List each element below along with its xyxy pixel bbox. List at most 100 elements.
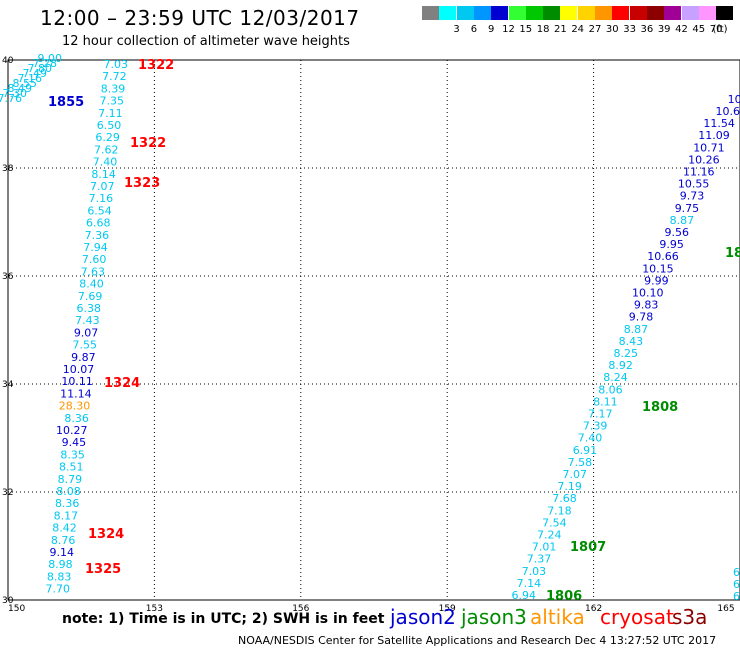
wave-height-value: 6.91 — [573, 444, 598, 457]
wave-height-value: 10.55 — [678, 178, 710, 191]
wave-height-value: 8.35 — [60, 448, 85, 461]
lon-tick-label: 153 — [146, 604, 163, 614]
lon-tick-label: 165 — [717, 604, 734, 614]
lon-tick-label: 159 — [439, 604, 456, 614]
wave-height-value: 9.78 — [629, 311, 654, 324]
wave-height-value: 7.11 — [98, 107, 123, 120]
wave-height-value: 7.68 — [552, 492, 577, 505]
wave-height-value: 7.62 — [94, 143, 119, 156]
color-swatch — [508, 6, 526, 20]
wave-height-value: 7.01 — [532, 541, 557, 554]
color-swatch — [698, 6, 716, 20]
wave-height-value: 8.08 — [56, 485, 81, 498]
color-swatch — [577, 6, 595, 20]
wave-height-value: 6.38 — [77, 302, 102, 315]
wave-height-value: 7.43 — [75, 314, 100, 327]
wave-height-value: 10. — [728, 93, 740, 106]
obs-time-label: 1806 — [546, 589, 582, 604]
color-scale-label: 12 — [502, 24, 515, 35]
wave-height-value: 7.76 — [0, 92, 22, 105]
wave-height-value: 10.15 — [642, 262, 674, 275]
wave-height-value: 8.17 — [54, 509, 79, 522]
obs-time-label: 1324 — [88, 527, 124, 542]
color-swatch — [629, 6, 647, 20]
map-frame — [7, 59, 740, 601]
wave-height-value: 8.49 — [8, 82, 33, 95]
wave-height-value: 6.68 — [86, 217, 111, 230]
wave-height-value: 7.28 — [33, 57, 58, 70]
wave-height-value: 11.14 — [60, 387, 92, 400]
wave-height-value: 11.16 — [683, 166, 715, 179]
color-swatch — [525, 6, 543, 20]
wave-height-value: 6.54 — [87, 204, 112, 217]
wave-height-value: 6.29 — [95, 131, 120, 144]
color-scale-unit: (ft) — [712, 24, 728, 35]
wave-height-value: 6 — [733, 578, 740, 591]
wave-height-value: 8.55 — [13, 77, 38, 90]
wave-height-value: 7.07 — [563, 468, 588, 481]
wave-height-value: 8.39 — [101, 82, 126, 95]
wave-height-value: 8.25 — [614, 347, 639, 360]
wave-height-value: 10.10 — [632, 287, 664, 300]
wave-height-value: 8.36 — [64, 412, 89, 425]
wave-height-value: 7.49 — [23, 67, 48, 80]
wave-height-value: 28.30 — [59, 400, 91, 413]
obs-time-label: 1807 — [570, 540, 606, 555]
wave-height-value: 7.18 — [547, 504, 572, 517]
color-swatch — [439, 6, 457, 20]
wave-height-value: 6 — [733, 590, 740, 603]
wave-height-value: 8.83 — [47, 570, 72, 583]
satellite-legend-s3a: s3a — [672, 605, 708, 629]
wave-height-value: 10.11 — [61, 375, 93, 388]
color-scale-label: 36 — [640, 24, 654, 35]
wave-height-value: 8.06 — [598, 383, 623, 396]
wave-height-value: 8.76 — [51, 534, 76, 547]
wave-height-value: 8.92 — [608, 359, 633, 372]
color-scale-label: 45 — [692, 24, 706, 35]
wave-height-value: 7.03 — [522, 565, 547, 578]
color-swatch — [473, 6, 491, 20]
wave-height-value: 8.43 — [619, 335, 644, 348]
color-scale-label: 9 — [488, 24, 495, 35]
wave-height-value: 9.87 — [71, 351, 96, 364]
wave-height-value: 6.50 — [97, 119, 122, 132]
wave-height-value: 9.45 — [62, 436, 87, 449]
color-scale-label: 39 — [657, 24, 671, 35]
color-swatch — [543, 6, 561, 20]
wave-height-value: 7.69 — [78, 290, 103, 303]
credit-line: NOAA/NESDIS Center for Satellite Applica… — [238, 634, 717, 647]
color-swatch — [422, 6, 439, 20]
color-swatch — [456, 6, 474, 20]
color-scale-label: 3 — [453, 24, 460, 35]
color-scale-label: 42 — [675, 24, 688, 35]
wave-height-value: 9.95 — [659, 238, 684, 251]
satellite-legend-altika: altika — [530, 605, 585, 629]
color-swatch — [716, 6, 734, 20]
color-scale-label: 6 — [470, 24, 478, 35]
obs-time-label: 1325 — [85, 562, 121, 577]
color-scale-label: 24 — [571, 24, 585, 35]
obs-time-label: 1855 — [48, 95, 84, 110]
color-swatch — [681, 6, 699, 20]
wave-height-value: 10.27 — [56, 424, 88, 437]
color-scale-label: 33 — [623, 24, 636, 35]
wave-height-value: 10.71 — [693, 141, 725, 154]
lon-tick-label: 150 — [8, 604, 25, 614]
lat-tick-label: 40 — [2, 56, 14, 66]
color-scale-label: 70 — [709, 24, 723, 35]
lat-tick-label: 38 — [2, 164, 14, 174]
wave-height-value: 7.40 — [578, 432, 603, 445]
obs-time-label: 1322 — [138, 58, 174, 73]
obs-time-label: 1808 — [642, 400, 678, 415]
wave-height-value: 8.79 — [58, 473, 83, 486]
obs-time-label: 1324 — [104, 376, 140, 391]
wave-height-value: 8.87 — [670, 214, 695, 227]
wave-height-value: 11.09 — [698, 129, 730, 142]
wave-height-value: 8.87 — [624, 323, 649, 336]
wave-height-value: 7.94 — [83, 241, 108, 254]
obs-time-label: 1322 — [130, 136, 166, 151]
wave-height-value: 7.30 — [3, 87, 28, 100]
map-subtitle: 12 hour collection of altimeter wave hei… — [62, 34, 350, 49]
